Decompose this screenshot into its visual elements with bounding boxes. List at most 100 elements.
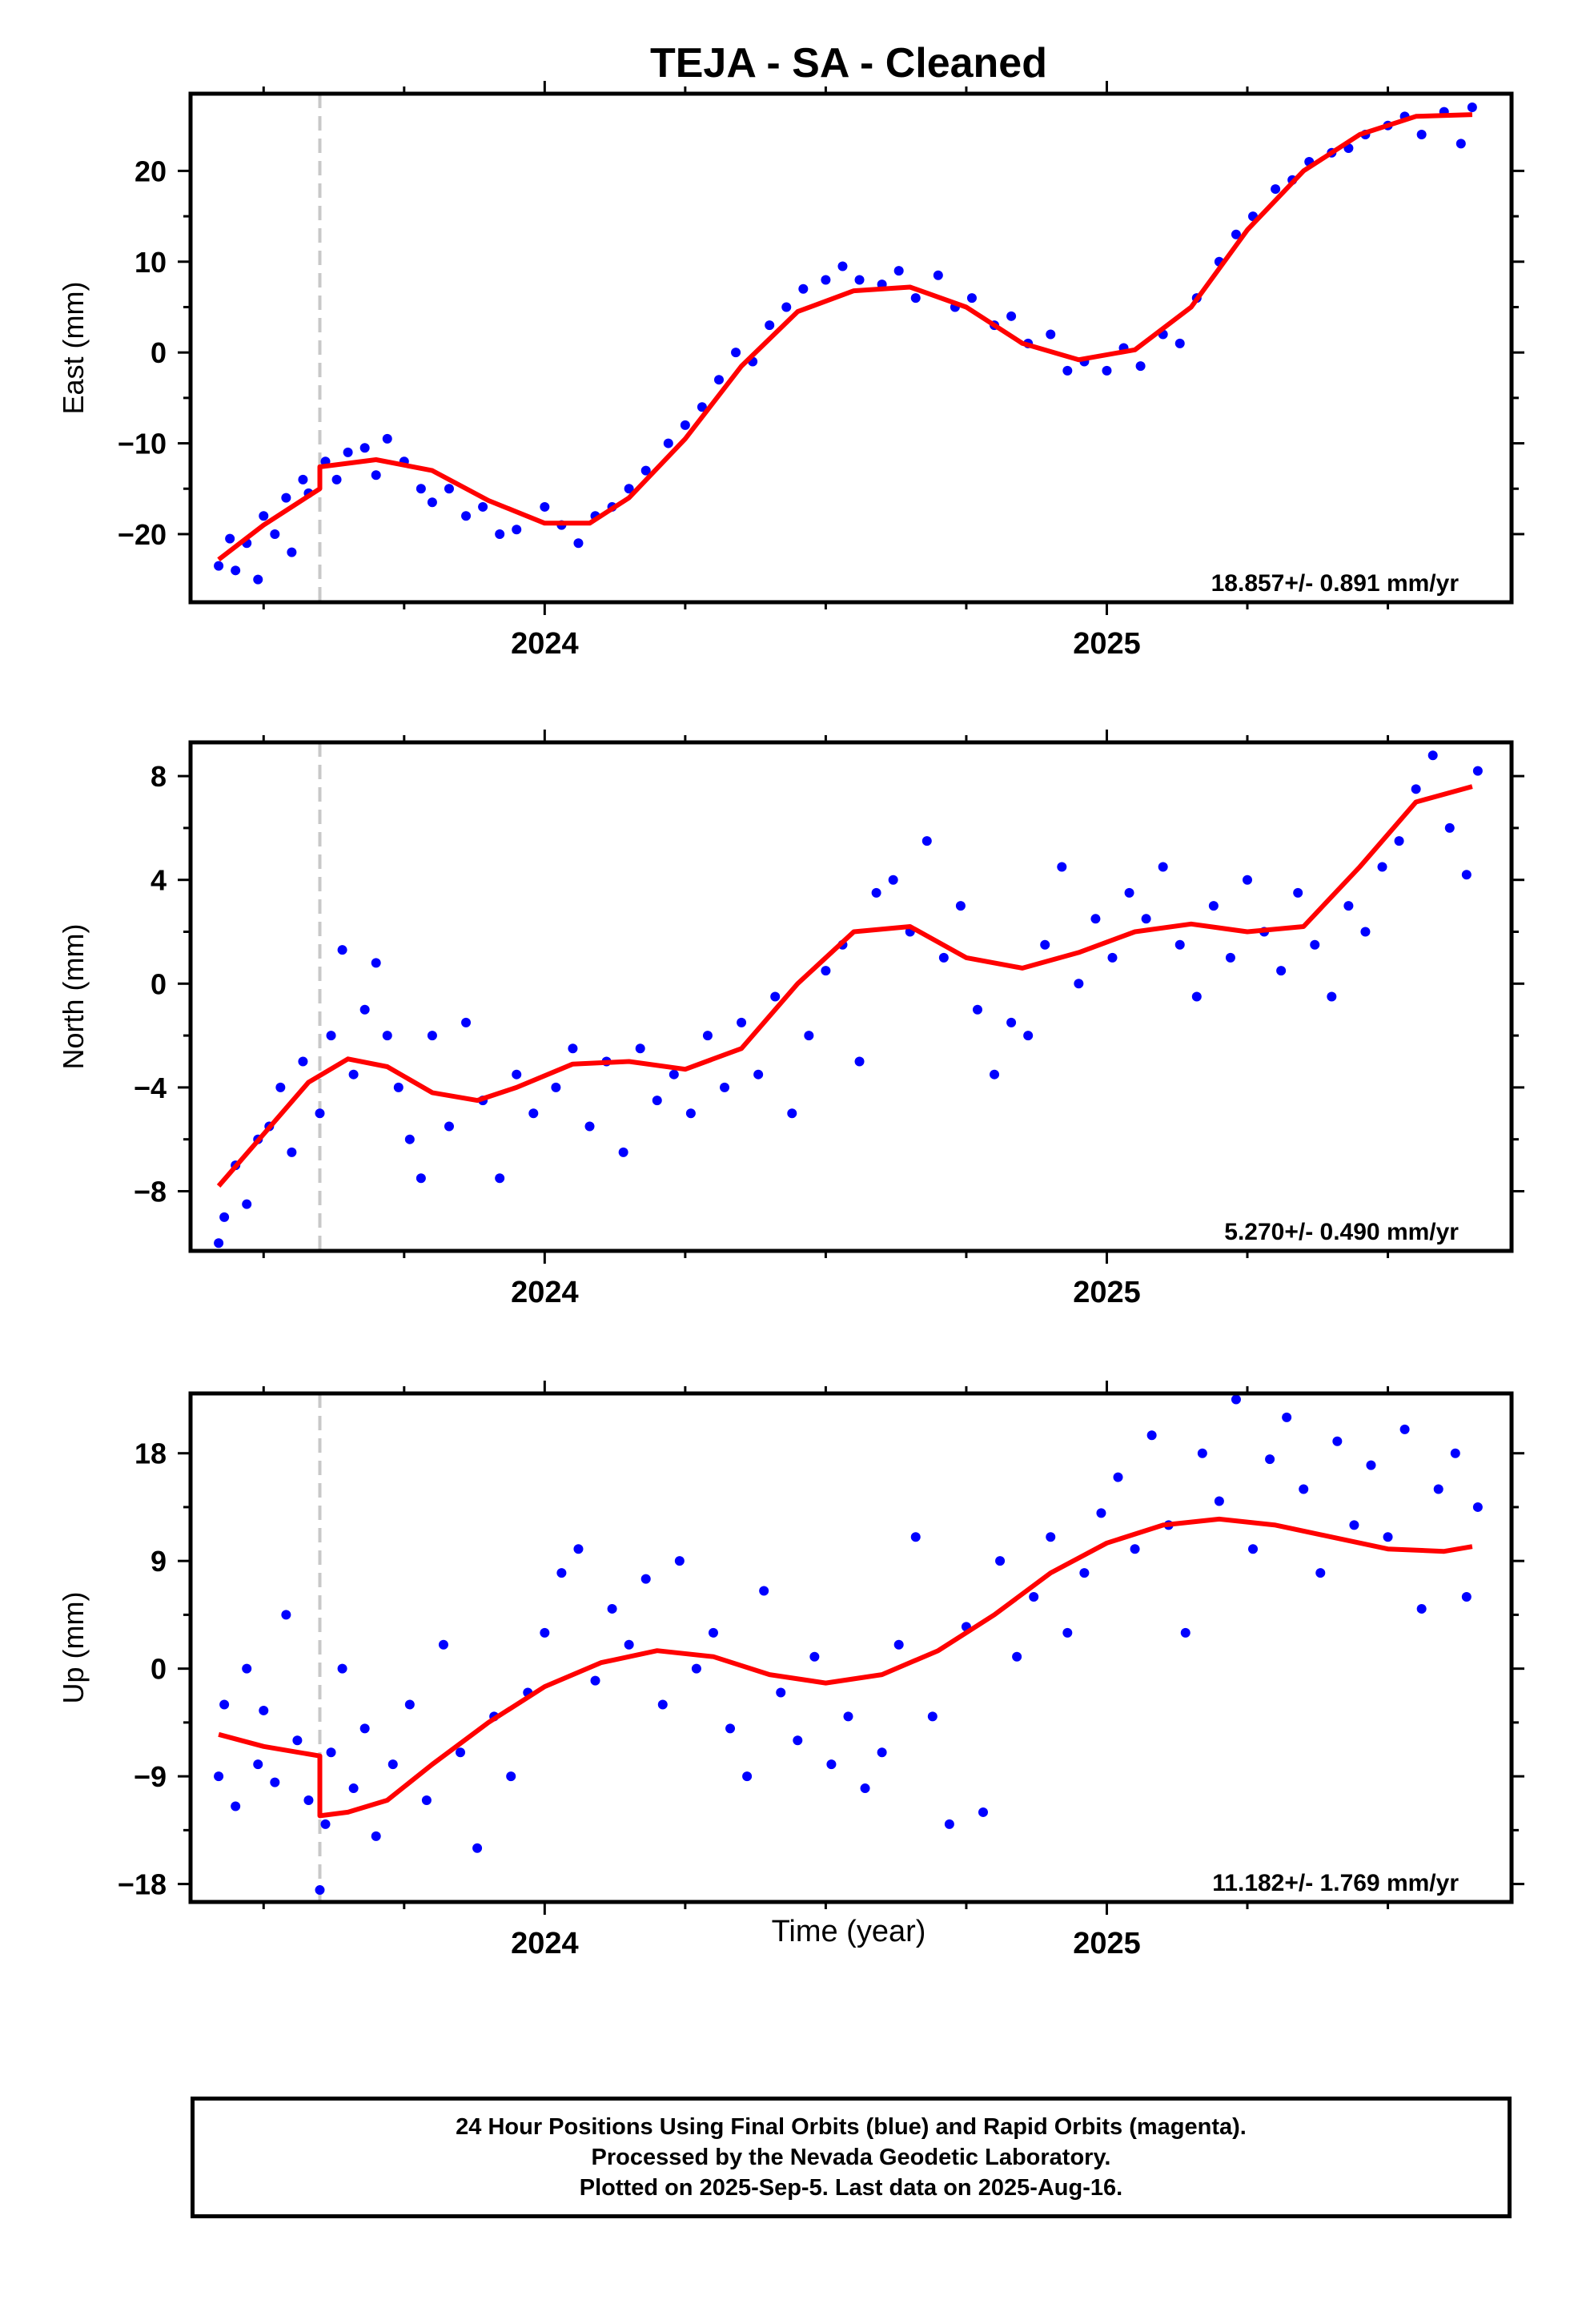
up-data-point (624, 1639, 634, 1650)
north-data-point (371, 958, 381, 968)
north-data-point (1208, 901, 1219, 911)
north-data-point (669, 1069, 679, 1080)
north-data-point (737, 1017, 747, 1027)
east-data-point (798, 283, 809, 294)
east-data-point (1467, 103, 1477, 113)
east-data-point (382, 433, 392, 444)
north-data-point (1276, 966, 1287, 976)
footer-line-1: 24 Hour Positions Using Final Orbits (bl… (456, 2114, 1247, 2140)
north-data-point (888, 875, 898, 885)
up-data-point (1180, 1627, 1191, 1638)
up-data-point (893, 1639, 904, 1650)
north-data-point (1243, 875, 1252, 885)
north-data-point (568, 1043, 578, 1054)
north-data-point (1006, 1017, 1017, 1027)
up-data-point (742, 1771, 753, 1782)
up-data-point (472, 1843, 483, 1853)
east-data-point (461, 511, 472, 521)
east-data-point (343, 447, 353, 457)
north-y-tick-label: 4 (151, 864, 167, 897)
up-data-point (944, 1819, 954, 1829)
east-data-point (427, 497, 437, 508)
east-y-tick-label: 20 (135, 155, 167, 187)
up-data-point (292, 1735, 303, 1746)
east-data-point (854, 275, 865, 285)
north-data-point (287, 1147, 297, 1157)
north-y-tick-label: −8 (134, 1175, 167, 1208)
up-data-point (540, 1627, 550, 1638)
north-data-point (528, 1108, 539, 1119)
north-fit-curve (216, 784, 1473, 1188)
east-data-point (331, 474, 342, 485)
north-data-point (1141, 914, 1151, 924)
up-data-point (843, 1711, 853, 1722)
north-data-point (1074, 979, 1084, 989)
up-data-point (776, 1687, 786, 1698)
up-data-point (995, 1556, 1006, 1566)
up-data-point (1113, 1472, 1123, 1482)
north-plot-frame (188, 740, 1514, 1253)
up-data-point (320, 1819, 331, 1829)
up-data-point (1315, 1568, 1326, 1578)
up-data-point (387, 1759, 398, 1770)
north-data-point (685, 1108, 696, 1119)
east-y-axis-label: East (mm) (57, 282, 90, 415)
up-data-point (219, 1699, 230, 1710)
east-data-point (281, 493, 291, 503)
east-rate-label: 18.857+/- 0.891 mm/yr (1211, 570, 1460, 597)
north-data-point (1191, 991, 1202, 1002)
east-data-point (287, 547, 297, 557)
north-data-point (416, 1173, 426, 1184)
up-data-point (1079, 1568, 1090, 1578)
north-data-point (1023, 1031, 1034, 1041)
east-y-tick-label: −20 (118, 518, 167, 551)
up-data-point (506, 1771, 516, 1782)
north-data-point (1472, 766, 1483, 776)
up-data-point (404, 1699, 415, 1710)
north-data-point (990, 1069, 1000, 1080)
east-data-point (663, 438, 673, 448)
north-data-point (1225, 952, 1235, 963)
east-data-point (933, 270, 943, 280)
north-data-point (618, 1147, 628, 1157)
north-data-point (1124, 887, 1134, 898)
up-data-point (371, 1831, 381, 1841)
east-data-point (640, 465, 651, 476)
east-data-point (966, 293, 977, 304)
north-data-point (461, 1017, 472, 1027)
up-y-axis-label: Up (mm) (57, 1592, 90, 1704)
north-data-point (348, 1069, 359, 1080)
up-data-point (348, 1783, 359, 1794)
north-data-point (1427, 750, 1438, 761)
up-data-point (860, 1783, 870, 1794)
north-data-point (1343, 901, 1354, 911)
north-x-tick-label: 2024 (511, 1276, 579, 1309)
up-data-point (1029, 1592, 1039, 1602)
north-data-point (1327, 991, 1337, 1002)
up-data-point (1214, 1496, 1224, 1506)
footer-line-3: Plotted on 2025-Sep-5. Last data on 2025… (579, 2175, 1123, 2201)
up-data-point (1130, 1544, 1140, 1554)
up-data-point (793, 1735, 803, 1746)
up-x-tick-label: 2024 (511, 1927, 579, 1960)
up-data-point (259, 1705, 269, 1715)
north-data-point (1090, 914, 1101, 924)
up-data-point (1433, 1484, 1443, 1494)
east-data-point (1231, 229, 1241, 239)
east-data-point (714, 375, 724, 385)
east-data-point (253, 574, 263, 585)
north-rate-label: 5.270+/- 0.490 mm/yr (1224, 1219, 1459, 1245)
north-data-point (1293, 887, 1303, 898)
up-data-point (1012, 1651, 1022, 1662)
up-data-point (315, 1885, 325, 1896)
up-data-point (456, 1747, 466, 1758)
east-y-tick-label: −10 (118, 428, 167, 460)
up-y-tick-label: 9 (151, 1545, 167, 1578)
up-y-tick-label: 18 (135, 1437, 167, 1470)
up-data-point (691, 1663, 701, 1674)
north-data-point (359, 1004, 370, 1015)
up-data-point (826, 1759, 837, 1770)
north-data-point (955, 901, 966, 911)
up-data-point (270, 1777, 280, 1787)
up-data-point (214, 1771, 224, 1782)
